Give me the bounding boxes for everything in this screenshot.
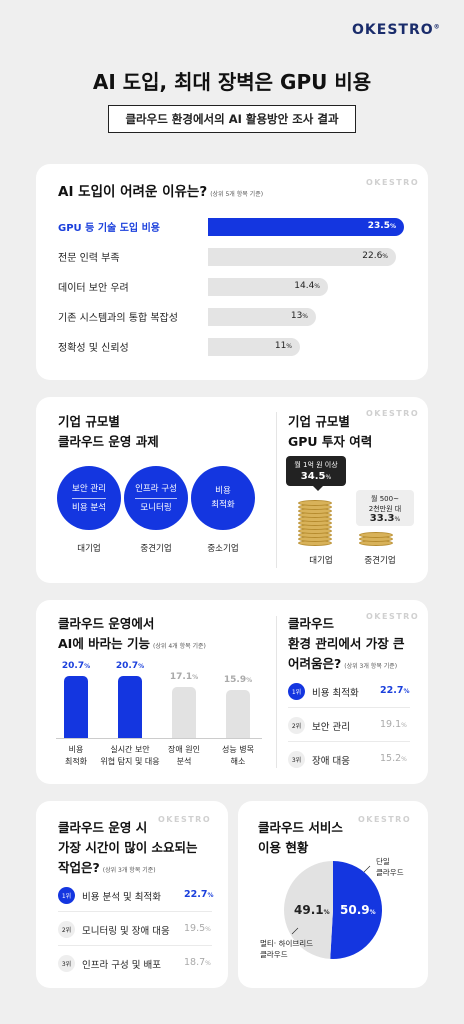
vbar [118,676,142,738]
rank-row: 1위 비용 최적화 22.7% [288,682,410,700]
rank-badge: 1위 [58,887,75,904]
rank-badge: 1위 [288,683,305,700]
watermark: OKESTRO [158,815,212,824]
rank-divider [58,945,212,946]
rank-label: 보안 관리 [312,722,350,733]
watermark: OKESTRO [366,178,420,187]
bar-row: GPU 등 기술 도입 비용 23.5% [58,218,404,236]
bar-row: 데이터 보안 우려 14.4% [58,278,404,296]
divider [276,412,277,568]
card-cloud-difficulty-title: 클라우드 환경 관리에서 가장 큰 어려움은? (상위 3개 항목 기준) [288,616,405,671]
circle-mid-corp: 인프라 구성 모니터링 [124,466,188,530]
rank-badge: 3위 [288,751,305,768]
bar-row: 기존 시스템과의 통합 복잡성 13% [58,308,404,326]
rank-row: 2위 보안 관리 19.1% [288,716,410,734]
page-title: AI 도입, 최대 장벽은 GPU 비용 [92,70,372,94]
rank-label: 인프라 구성 및 배포 [82,960,161,971]
rank-value: 15.2% [380,753,407,764]
card-ai-barriers-title: AI 도입이 어려운 이유는? (상위 5개 항목 기준) [58,184,264,200]
watermark: OKESTRO [358,815,412,824]
bar-value: 13% [290,311,308,321]
bar-label: 기존 시스템과의 통합 복잡성 [58,313,178,324]
circle-label: 대기업 [77,544,101,554]
pie-value-multi: 49.1% [294,903,330,917]
vbar-label: 실시간 보안 위협 탐지 및 대응 [100,745,160,766]
baseline [56,738,262,739]
vbar [226,690,250,738]
circle-small-corp: 비용 최적화 [191,466,255,530]
bar-value: 11% [274,341,292,351]
rank-label: 모니터링 및 장애 대응 [82,926,170,937]
watermark: OKESTRO [366,409,420,418]
pie-label-single: 단일 클라우드 [376,857,404,877]
brand-logo: OKESTRO® [352,22,441,38]
divider [276,616,277,768]
bar-row: 정확성 및 신뢰성 11% [58,338,404,356]
rank-value: 22.7% [184,889,214,900]
bar: 22.6% [208,248,396,266]
bar-label: 정확성 및 신뢰성 [58,343,129,354]
rank-value: 22.7% [380,685,410,696]
card-cloud-usage-title: 클라우드 서비스 이용 현황 [258,820,343,855]
vbar-label: 성능 병목 해소 [222,745,254,766]
vbar-value: 20.7% [61,661,91,671]
vbar-value: 15.9% [223,675,253,685]
circle-label: 중견기업 [140,544,172,554]
tooltip-arrow [313,486,323,491]
bar-value: 14.4% [294,281,320,291]
rank-badge: 2위 [288,717,305,734]
coin [359,532,393,538]
rank-divider [58,911,212,912]
vbar [172,687,196,738]
vbar-value: 20.7% [115,661,145,671]
vbar [64,676,88,738]
rank-value: 19.5% [184,923,211,934]
bar-row: 전문 인력 부족 22.6% [58,248,404,266]
bar: 14.4% [208,278,328,296]
card-ai-wishes-title: 클라우드 운영에서 AI에 바라는 기능 (상위 4개 항목 기준) [58,616,206,651]
vbar-label: 장애 원인 분석 [168,745,200,766]
circle-label: 중소기업 [207,544,239,554]
rank-row: 3위 장애 대응 15.2% [288,750,410,768]
coin-label: 중견기업 [364,556,396,566]
card-gpu-invest-title: 기업 규모별 GPU 투자 여력 [288,414,373,449]
bar-label: GPU 등 기술 도입 비용 [58,223,160,234]
bar: 11% [208,338,300,356]
rank-label: 장애 대응 [312,756,350,767]
bar: 13% [208,308,316,326]
rank-value: 18.7% [184,957,211,968]
rank-row: 2위 모니터링 및 장애 대응 19.5% [58,920,212,938]
rank-label: 비용 최적화 [312,688,359,699]
pie-value-single: 50.9% [340,903,376,917]
tooltip-large: 월 1억 원 이상 34.5% [286,456,346,486]
rank-value: 19.1% [380,719,407,730]
rank-divider [288,707,410,708]
tooltip-mid: 월 500~ 2천만원 대 33.3% [356,490,414,526]
coin-label: 대기업 [309,556,333,566]
bar-label: 전문 인력 부족 [58,253,120,264]
circle-large-corp: 보안 관리 비용 분석 [57,466,121,530]
vbar-label: 비용 최적화 [64,745,88,766]
rank-row: 1위 비용 분석 및 최적화 22.7% [58,886,214,904]
bar: 23.5% [208,218,404,236]
bar-value: 23.5% [367,221,396,231]
watermark: OKESTRO [366,612,420,621]
coin [298,500,332,506]
rank-divider [288,741,410,742]
bar-label: 데이터 보안 우려 [58,283,129,294]
card-note: (상위 5개 항목 기준) [210,191,264,198]
rank-row: 3위 인프라 구성 및 배포 18.7% [58,954,212,972]
rank-label: 비용 분석 및 최적화 [82,892,161,903]
card-cloud-tasks-title: 기업 규모별 클라우드 운영 과제 [58,414,159,449]
rank-badge: 2위 [58,921,75,938]
subtitle-box: 클라우드 환경에서의 AI 활용방안 조사 결과 [108,105,356,133]
bar-value: 22.6% [362,251,388,261]
rank-badge: 3위 [58,955,75,972]
card-time-tasks-title: 클라우드 운영 시 가장 시간이 많이 소요되는 작업은? (상위 3개 항목 기준) [58,820,198,875]
pie-label-multi: 멀티· 하이브리드 클라우드 [260,939,314,959]
vbar-value: 17.1% [169,672,199,682]
